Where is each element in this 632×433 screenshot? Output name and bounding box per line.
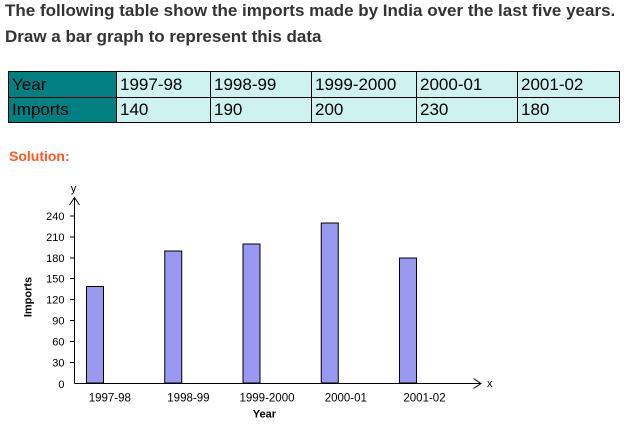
svg-text:0: 0 bbox=[58, 379, 64, 391]
svg-text:2000-01: 2000-01 bbox=[325, 393, 367, 405]
svg-text:x: x bbox=[487, 378, 493, 390]
svg-text:120: 120 bbox=[46, 295, 64, 307]
svg-text:90: 90 bbox=[52, 316, 64, 328]
svg-text:150: 150 bbox=[46, 274, 64, 286]
svg-text:y: y bbox=[71, 183, 77, 195]
svg-text:1997-98: 1997-98 bbox=[89, 393, 131, 405]
svg-text:240: 240 bbox=[46, 211, 64, 223]
svg-text:Imports: Imports bbox=[23, 277, 35, 317]
svg-text:60: 60 bbox=[52, 337, 64, 349]
svg-text:30: 30 bbox=[52, 358, 64, 370]
svg-text:Year: Year bbox=[253, 409, 277, 421]
svg-text:180: 180 bbox=[46, 253, 64, 265]
svg-text:1998-99: 1998-99 bbox=[167, 393, 209, 405]
svg-text:1999-2000: 1999-2000 bbox=[240, 393, 295, 405]
svg-text:210: 210 bbox=[46, 232, 64, 244]
svg-text:2001-02: 2001-02 bbox=[403, 393, 445, 405]
